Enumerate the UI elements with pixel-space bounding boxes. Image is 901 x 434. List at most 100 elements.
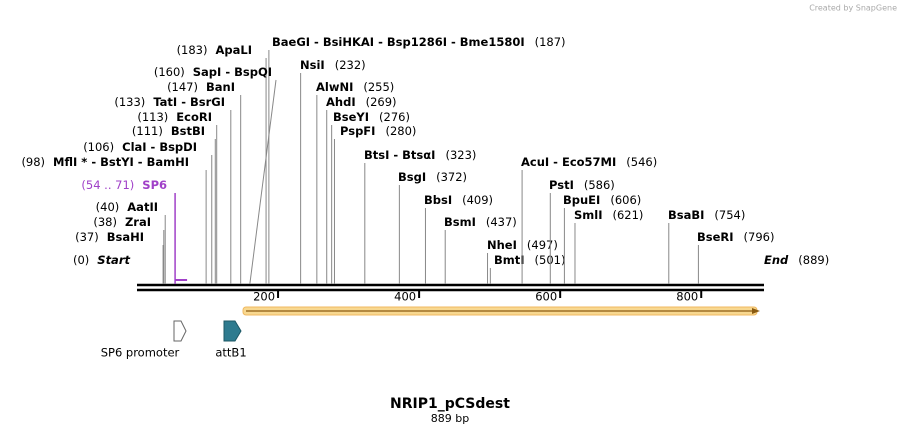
site-label: (37) BsaHI <box>75 230 144 244</box>
site-position: (37) <box>75 230 99 244</box>
site-position: (269) <box>366 95 397 109</box>
site-position: (276) <box>379 110 410 124</box>
site-label: (111) BstBI <box>132 124 205 138</box>
site-position: (183) <box>177 43 208 57</box>
site-name: SmlI <box>574 208 603 222</box>
site-position: (889) <box>798 253 829 267</box>
feature-arrow <box>173 320 187 342</box>
site-label: BtsI - BtsαI (323) <box>364 148 476 162</box>
site-position: (497) <box>527 238 558 252</box>
site-name: Start <box>97 253 130 267</box>
site-name: ZraI <box>125 215 151 229</box>
site-label: (113) EcoRI <box>137 110 212 124</box>
feature-arrow <box>223 320 242 342</box>
site-name: TatI - BsrGI <box>153 95 225 109</box>
site-name: AcuI - Eco57MI <box>521 155 616 169</box>
site-position: (133) <box>114 95 145 109</box>
site-position: (754) <box>714 208 745 222</box>
site-label: BbsI (409) <box>424 193 493 207</box>
feature-label: attB1 <box>215 346 246 360</box>
orf-arrow <box>752 308 760 314</box>
site-name: PspFI <box>340 124 375 138</box>
site-label: BaeGI - BsiHKAI - Bsp1286I - Bme1580I (18… <box>272 35 566 49</box>
site-position: (621) <box>613 208 644 222</box>
site-label: BpuEI (606) <box>563 193 641 207</box>
site-name: EcoRI <box>176 110 212 124</box>
site-name: BpuEI <box>563 193 600 207</box>
site-name: AlwNI <box>316 80 353 94</box>
site-label: PspFI (280) <box>340 124 416 138</box>
site-label: End (889) <box>764 253 829 267</box>
site-position: (98) <box>21 155 45 169</box>
site-label: (183) ApaLI <box>177 43 252 57</box>
site-name: NheI <box>487 238 517 252</box>
site-label: (98) MflI * - BstYI - BamHI <box>21 155 189 169</box>
site-label: (106) ClaI - BspDI <box>83 140 197 154</box>
site-name: MflI * - BstYI - BamHI <box>53 155 189 169</box>
site-label: NsiI (232) <box>300 58 366 72</box>
site-name: BseRI <box>697 230 734 244</box>
site-label: (160) SapI - BspQI <box>154 65 272 79</box>
feature-label: SP6 promoter <box>101 346 180 360</box>
site-position: (255) <box>363 80 394 94</box>
site-position: (113) <box>137 110 168 124</box>
site-position: (160) <box>154 65 185 79</box>
credit: Created by SnapGene <box>809 4 897 13</box>
tick-label: 200 <box>253 290 275 304</box>
site-label: BmtI (501) <box>494 253 565 267</box>
site-name: End <box>764 253 789 267</box>
site-label: BseYI (276) <box>333 110 410 124</box>
site-position: (40) <box>96 200 120 214</box>
site-label: AcuI - Eco57MI (546) <box>521 155 657 169</box>
tick-label: 600 <box>535 290 557 304</box>
site-position: (38) <box>93 215 117 229</box>
tick-label: 800 <box>676 290 698 304</box>
site-name: BsaHI <box>107 230 144 244</box>
site-name: ClaI - BspDI <box>122 140 197 154</box>
site-position: (54 .. 71) <box>81 178 134 192</box>
site-position: (586) <box>584 178 615 192</box>
site-label: (0) Start <box>73 253 131 267</box>
site-position: (280) <box>385 124 416 138</box>
site-name: ApaLI <box>216 43 253 57</box>
site-label: AhdI (269) <box>326 95 397 109</box>
site-position: (232) <box>335 58 366 72</box>
site-position: (147) <box>167 80 198 94</box>
site-name: BbsI <box>424 193 452 207</box>
site-label: BsaBI (754) <box>668 208 745 222</box>
site-name: BtsI - BtsαI <box>364 148 435 162</box>
site-label: (40) AatII <box>96 200 158 214</box>
site-name: AhdI <box>326 95 356 109</box>
subtitle: 889 bp <box>431 412 469 425</box>
site-label: (147) BanI <box>167 80 235 94</box>
site-label: BseRI (796) <box>697 230 774 244</box>
site-label: (133) TatI - BsrGI <box>114 95 225 109</box>
site-label: SmlI (621) <box>574 208 643 222</box>
site-position: (437) <box>486 215 517 229</box>
site-position: (0) <box>73 253 89 267</box>
site-name: BsmI <box>444 215 476 229</box>
tick-label: 400 <box>394 290 416 304</box>
site-label: AlwNI (255) <box>316 80 394 94</box>
site-position: (546) <box>626 155 657 169</box>
site-name: BmtI <box>494 253 525 267</box>
site-name: PstI <box>549 178 574 192</box>
site-position: (111) <box>132 124 163 138</box>
site-label: BsgI (372) <box>398 170 467 184</box>
site-name: BseYI <box>333 110 369 124</box>
site-position: (606) <box>610 193 641 207</box>
site-name: SapI - BspQI <box>193 65 272 79</box>
site-name: BstBI <box>171 124 205 138</box>
site-name: NsiI <box>300 58 325 72</box>
site-name: AatII <box>127 200 158 214</box>
site-label: PstI (586) <box>549 178 615 192</box>
site-name: BanI <box>206 80 235 94</box>
title: NRIP1_pCSdest <box>390 396 510 412</box>
site-position: (372) <box>436 170 467 184</box>
site-name: BsgI <box>398 170 426 184</box>
site-label: (38) ZraI <box>93 215 151 229</box>
site-position: (409) <box>462 193 493 207</box>
site-name: SP6 <box>142 178 167 192</box>
site-position: (796) <box>744 230 775 244</box>
